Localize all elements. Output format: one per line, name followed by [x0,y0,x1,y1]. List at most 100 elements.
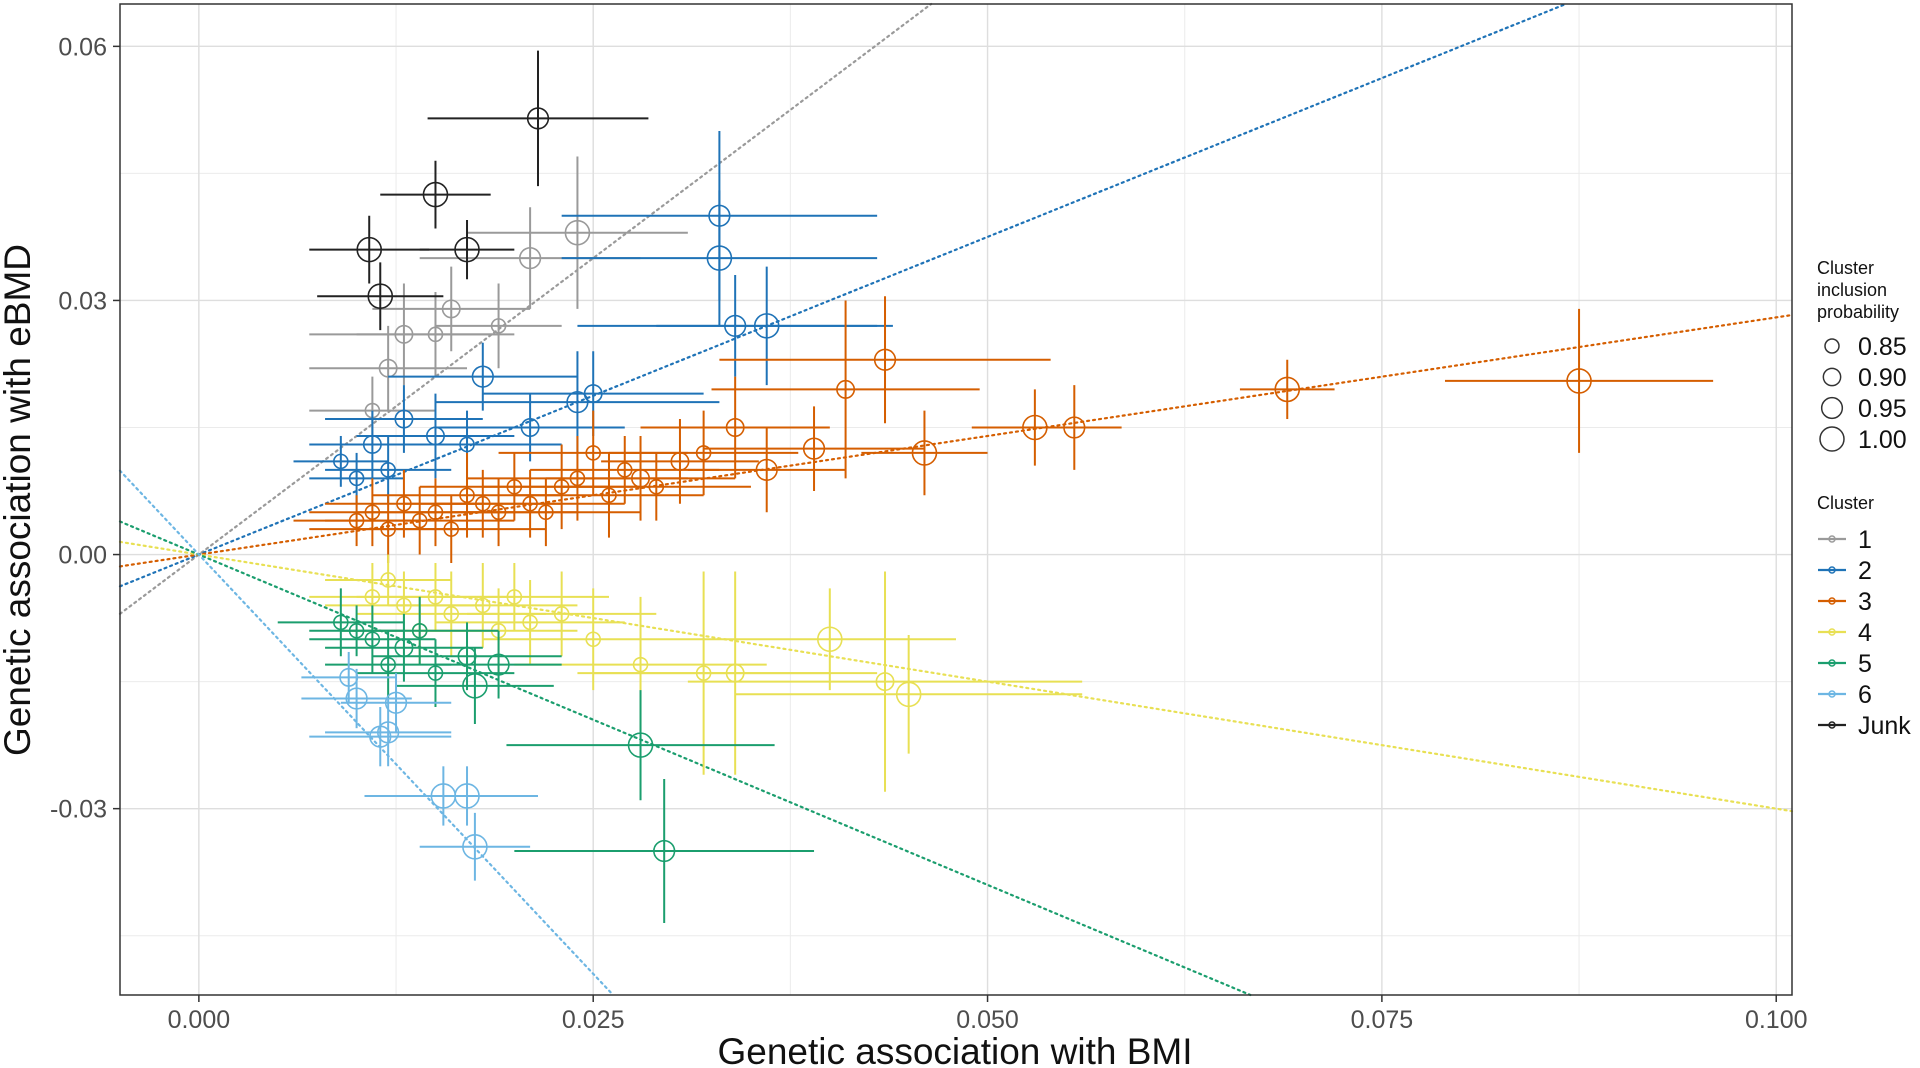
point-marker [601,487,617,504]
point-marker [356,236,383,263]
point-marker [427,326,444,343]
data-point [356,639,515,708]
cluster-legend-key-point [1828,597,1836,605]
data-point [561,190,878,326]
cluster-legend-key-point [1828,690,1836,698]
data-point [577,571,830,775]
point-marker [653,839,676,863]
point-marker [364,631,381,648]
x-axis-title: Genetic association with BMI [717,1031,1192,1068]
reference-line-cluster-1 [118,2,933,615]
reference-line-cluster-5 [118,520,1252,997]
size-legend-label: 0.95 [1858,395,1907,423]
data-point [325,630,452,699]
data-point [309,215,430,284]
point-marker [755,458,778,481]
series-cluster-3 [293,296,1714,564]
point-marker [616,462,633,478]
point-marker [380,572,396,588]
data-point [719,296,1051,424]
size-legend-label: 0.85 [1858,333,1907,361]
axis-ticks: 0.000 0.025 0.050 0.075 0.100 -0.03 0.00 0.03 0.… [50,33,1807,1034]
reference-line-cluster-4 [118,540,1794,813]
data-point [325,435,452,504]
size-legend-label: 0.90 [1858,364,1907,392]
cluster-legend-key-point [1828,659,1836,667]
data-point [325,385,483,453]
cluster-legend-label: 1 [1858,526,1872,554]
point-marker [441,299,461,319]
point-marker [522,614,538,631]
point-marker [454,783,480,809]
data-point [388,342,578,411]
grid-major [120,4,1792,995]
point-marker [380,462,396,478]
cluster-legend-key-point [1828,535,1836,543]
point-marker [427,665,444,681]
point-marker [518,246,542,270]
data-point [482,588,704,691]
data-point [340,673,452,733]
cluster-legend-key-point [1828,566,1836,574]
point-marker [802,437,826,460]
point-marker [627,732,654,758]
point-marker [836,379,856,399]
data-point [356,495,546,564]
data-point [435,630,562,699]
point-marker [380,656,396,673]
point-marker [471,365,494,388]
cluster-legend-key-point [1828,628,1836,636]
point-marker [753,313,780,339]
data-point [506,690,775,801]
point-marker [1022,414,1048,441]
data-point [396,766,538,826]
point-marker [1274,376,1301,403]
plot-panel-border [119,3,1793,996]
point-marker [462,833,488,860]
series-cluster-1 [309,156,688,445]
point-marker [474,495,491,512]
data-point [340,596,499,665]
point-marker [873,348,897,371]
point-marker [454,236,480,263]
point-marker [538,504,554,521]
point-marker [396,597,412,614]
series-cluster-6 [301,651,538,881]
size-legend-label: 1.00 [1858,426,1907,454]
point-marker [725,418,745,437]
point-marker [339,667,359,687]
data-point [403,469,562,538]
cluster-legend-label: 3 [1858,588,1872,616]
data-point [498,410,688,496]
y-tick-label: -0.03 [50,796,107,824]
x-tick-label: 0.075 [1351,1006,1414,1034]
point-marker [506,589,523,605]
point-marker [911,440,938,466]
point-marker [817,626,843,653]
cluster-legend-label: 4 [1858,619,1872,647]
data-point [419,563,609,631]
series-cluster-5 [277,588,815,924]
data-point [419,812,531,881]
size-legend-marker [1819,426,1845,452]
point-marker [367,283,394,310]
data-point [325,554,452,606]
size-legend-title-line-3: probability [1817,302,1899,322]
point-marker [585,445,602,461]
data-point [356,291,515,377]
point-marker [411,622,428,639]
point-marker [648,478,665,495]
y-tick-label: 0.06 [58,33,107,61]
data-point [419,219,515,280]
cluster-legend-label: 2 [1858,557,1872,585]
data-point [372,266,531,352]
point-marker [583,384,603,404]
data-point [277,588,404,657]
x-tick-label: 0.050 [956,1006,1019,1034]
point-marker [1566,368,1592,394]
data-point [467,435,688,521]
point-marker [553,606,570,622]
data-point [1444,308,1714,453]
cluster-legend-label: Junk [1858,712,1911,740]
